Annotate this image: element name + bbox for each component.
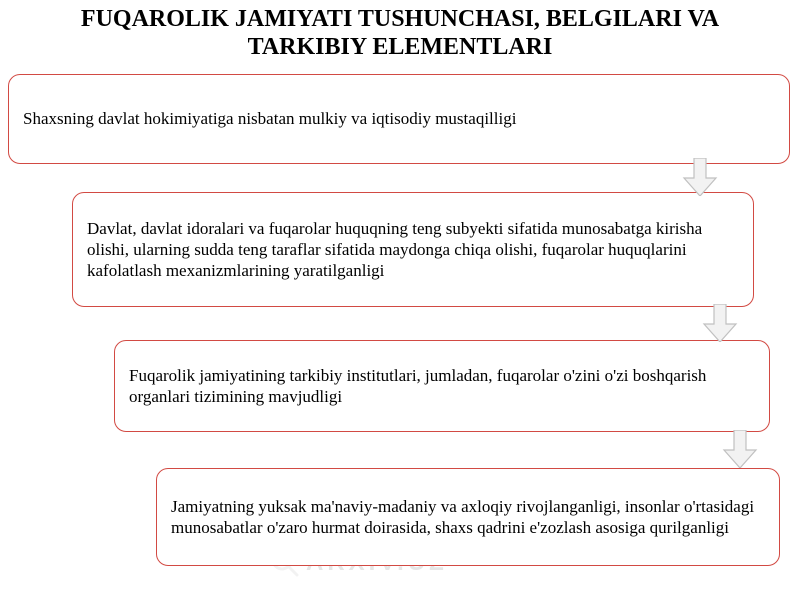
down-arrow-icon (700, 304, 740, 342)
concept-text: Davlat, davlat idoralari va fuqarolar hu… (73, 208, 753, 292)
concept-text: Fuqarolik jamiyatining tarkibiy institut… (115, 355, 769, 418)
concept-box: Shaxsning davlat hokimiyatiga nisbatan m… (8, 74, 790, 164)
page-title: FUQAROLIK JAMIYATI TUSHUNCHASI, BELGILAR… (0, 0, 800, 63)
concept-text: Shaxsning davlat hokimiyatiga nisbatan m… (9, 98, 789, 139)
concept-box: Davlat, davlat idoralari va fuqarolar hu… (72, 192, 754, 307)
down-arrow-icon (680, 158, 720, 196)
concept-text: Jamiyatning yuksak ma'naviy-madaniy va a… (157, 486, 779, 549)
concept-box: Fuqarolik jamiyatining tarkibiy institut… (114, 340, 770, 432)
down-arrow-icon (720, 430, 760, 468)
concept-box: Jamiyatning yuksak ma'naviy-madaniy va a… (156, 468, 780, 566)
